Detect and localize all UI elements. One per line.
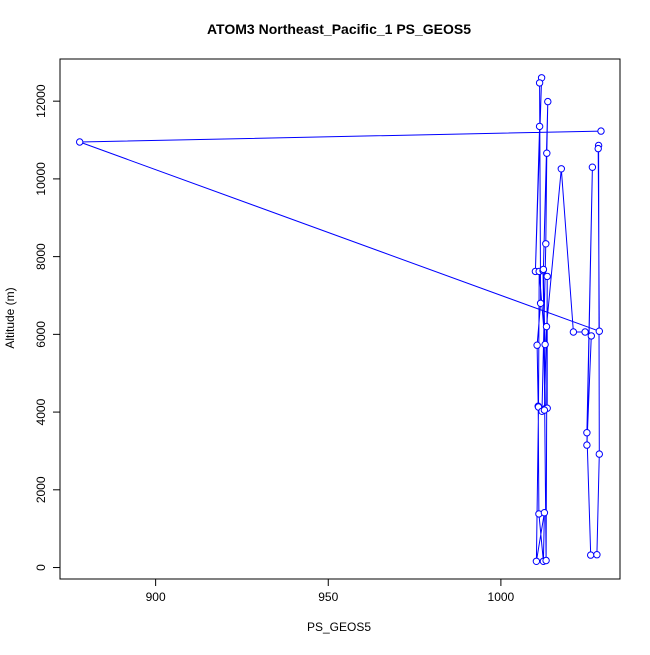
- data-point: [535, 79, 544, 87]
- y-tick-label: 2000: [34, 476, 48, 503]
- data-point: [540, 406, 549, 414]
- y-tick-label: 6000: [34, 321, 48, 348]
- series-line: [79, 77, 602, 562]
- data-point: [597, 127, 605, 135]
- data-point: [533, 341, 541, 349]
- data-point: [583, 429, 591, 437]
- data-point: [595, 450, 603, 458]
- data-point: [587, 551, 595, 559]
- data-point: [541, 340, 549, 349]
- data-point: [581, 328, 589, 336]
- data-point: [595, 327, 603, 335]
- data-point: [532, 557, 541, 565]
- y-tick-label: 8000: [34, 243, 48, 270]
- data-point: [587, 332, 595, 340]
- data-point: [542, 556, 550, 565]
- x-tick-label: 1000: [488, 590, 515, 604]
- y-tick-label: 10000: [34, 162, 48, 196]
- y-axis: 0 2000 4000 6000 8000 10000 12000: [34, 84, 60, 571]
- y-tick-label: 4000: [34, 398, 48, 425]
- x-axis-label: PS_GEOS5: [307, 620, 371, 634]
- data-point: [543, 272, 551, 281]
- x-tick-label: 950: [318, 590, 338, 604]
- x-tick-label: 900: [146, 590, 166, 604]
- data-point: [557, 165, 565, 173]
- data-point: [539, 265, 548, 274]
- y-tick-label: 0: [34, 564, 48, 571]
- data-point: [593, 551, 601, 559]
- data-point: [543, 149, 551, 157]
- y-tick-label: 12000: [34, 84, 48, 118]
- y-axis-label: Altitude (m): [3, 287, 17, 348]
- data-point: [569, 328, 578, 336]
- chart-title: ATOM3 Northeast_Pacific_1 PS_GEOS5: [207, 21, 471, 37]
- plot-frame: [59, 58, 621, 580]
- data-point: [542, 240, 550, 248]
- data-point: [594, 144, 602, 153]
- data-point: [540, 509, 549, 517]
- data-point: [76, 138, 84, 146]
- data-point: [536, 299, 545, 307]
- data-point: [588, 163, 597, 171]
- data-point: [583, 441, 591, 449]
- data-point: [542, 322, 551, 331]
- data-point: [535, 122, 544, 131]
- x-axis: 900 950 1000: [146, 579, 515, 604]
- data-point: [544, 97, 552, 106]
- series-layer: [76, 74, 605, 565]
